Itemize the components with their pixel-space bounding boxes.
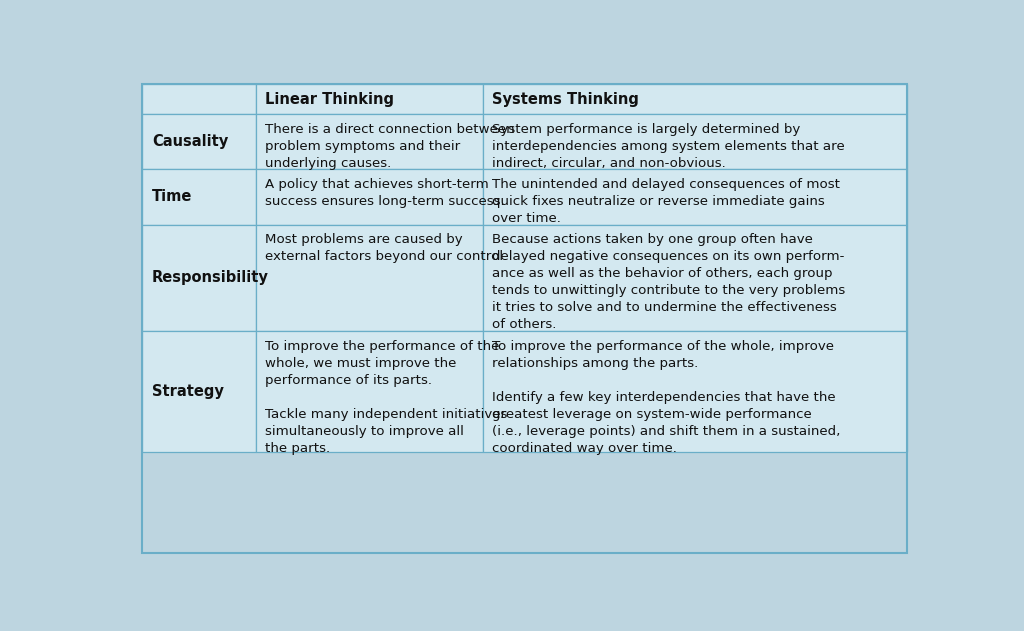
Bar <box>142 331 256 452</box>
Text: Systems Thinking: Systems Thinking <box>493 91 639 107</box>
Bar <box>482 225 907 331</box>
Text: Strategy: Strategy <box>152 384 223 399</box>
Bar <box>256 85 482 114</box>
Bar <box>482 331 907 452</box>
Bar <box>256 225 482 331</box>
Bar <box>256 331 482 452</box>
Bar <box>142 169 256 225</box>
Text: The unintended and delayed consequences of most
quick fixes neutralize or revers: The unintended and delayed consequences … <box>493 178 841 225</box>
Text: To improve the performance of the
whole, we must improve the
performance of its : To improve the performance of the whole,… <box>265 340 508 455</box>
Bar <box>142 225 256 331</box>
Bar <box>142 85 256 114</box>
Text: Because actions taken by one group often have
delayed negative consequences on i: Because actions taken by one group often… <box>493 233 846 331</box>
Text: Linear Thinking: Linear Thinking <box>265 91 394 107</box>
Text: Responsibility: Responsibility <box>152 271 268 285</box>
Bar <box>142 114 256 169</box>
Text: System performance is largely determined by
interdependencies among system eleme: System performance is largely determined… <box>493 122 845 170</box>
Text: Causality: Causality <box>152 134 228 149</box>
Text: A policy that achieves short-term
success ensures long-term success.: A policy that achieves short-term succes… <box>265 178 505 208</box>
Bar <box>482 114 907 169</box>
Bar <box>256 169 482 225</box>
Bar <box>482 169 907 225</box>
Bar <box>482 85 907 114</box>
Text: Most problems are caused by
external factors beyond our control.: Most problems are caused by external fac… <box>265 233 508 263</box>
Text: There is a direct connection between
problem symptoms and their
underlying cause: There is a direct connection between pro… <box>265 122 515 170</box>
Text: Time: Time <box>152 189 193 204</box>
Text: To improve the performance of the whole, improve
relationships among the parts.
: To improve the performance of the whole,… <box>493 340 841 455</box>
Bar <box>256 114 482 169</box>
